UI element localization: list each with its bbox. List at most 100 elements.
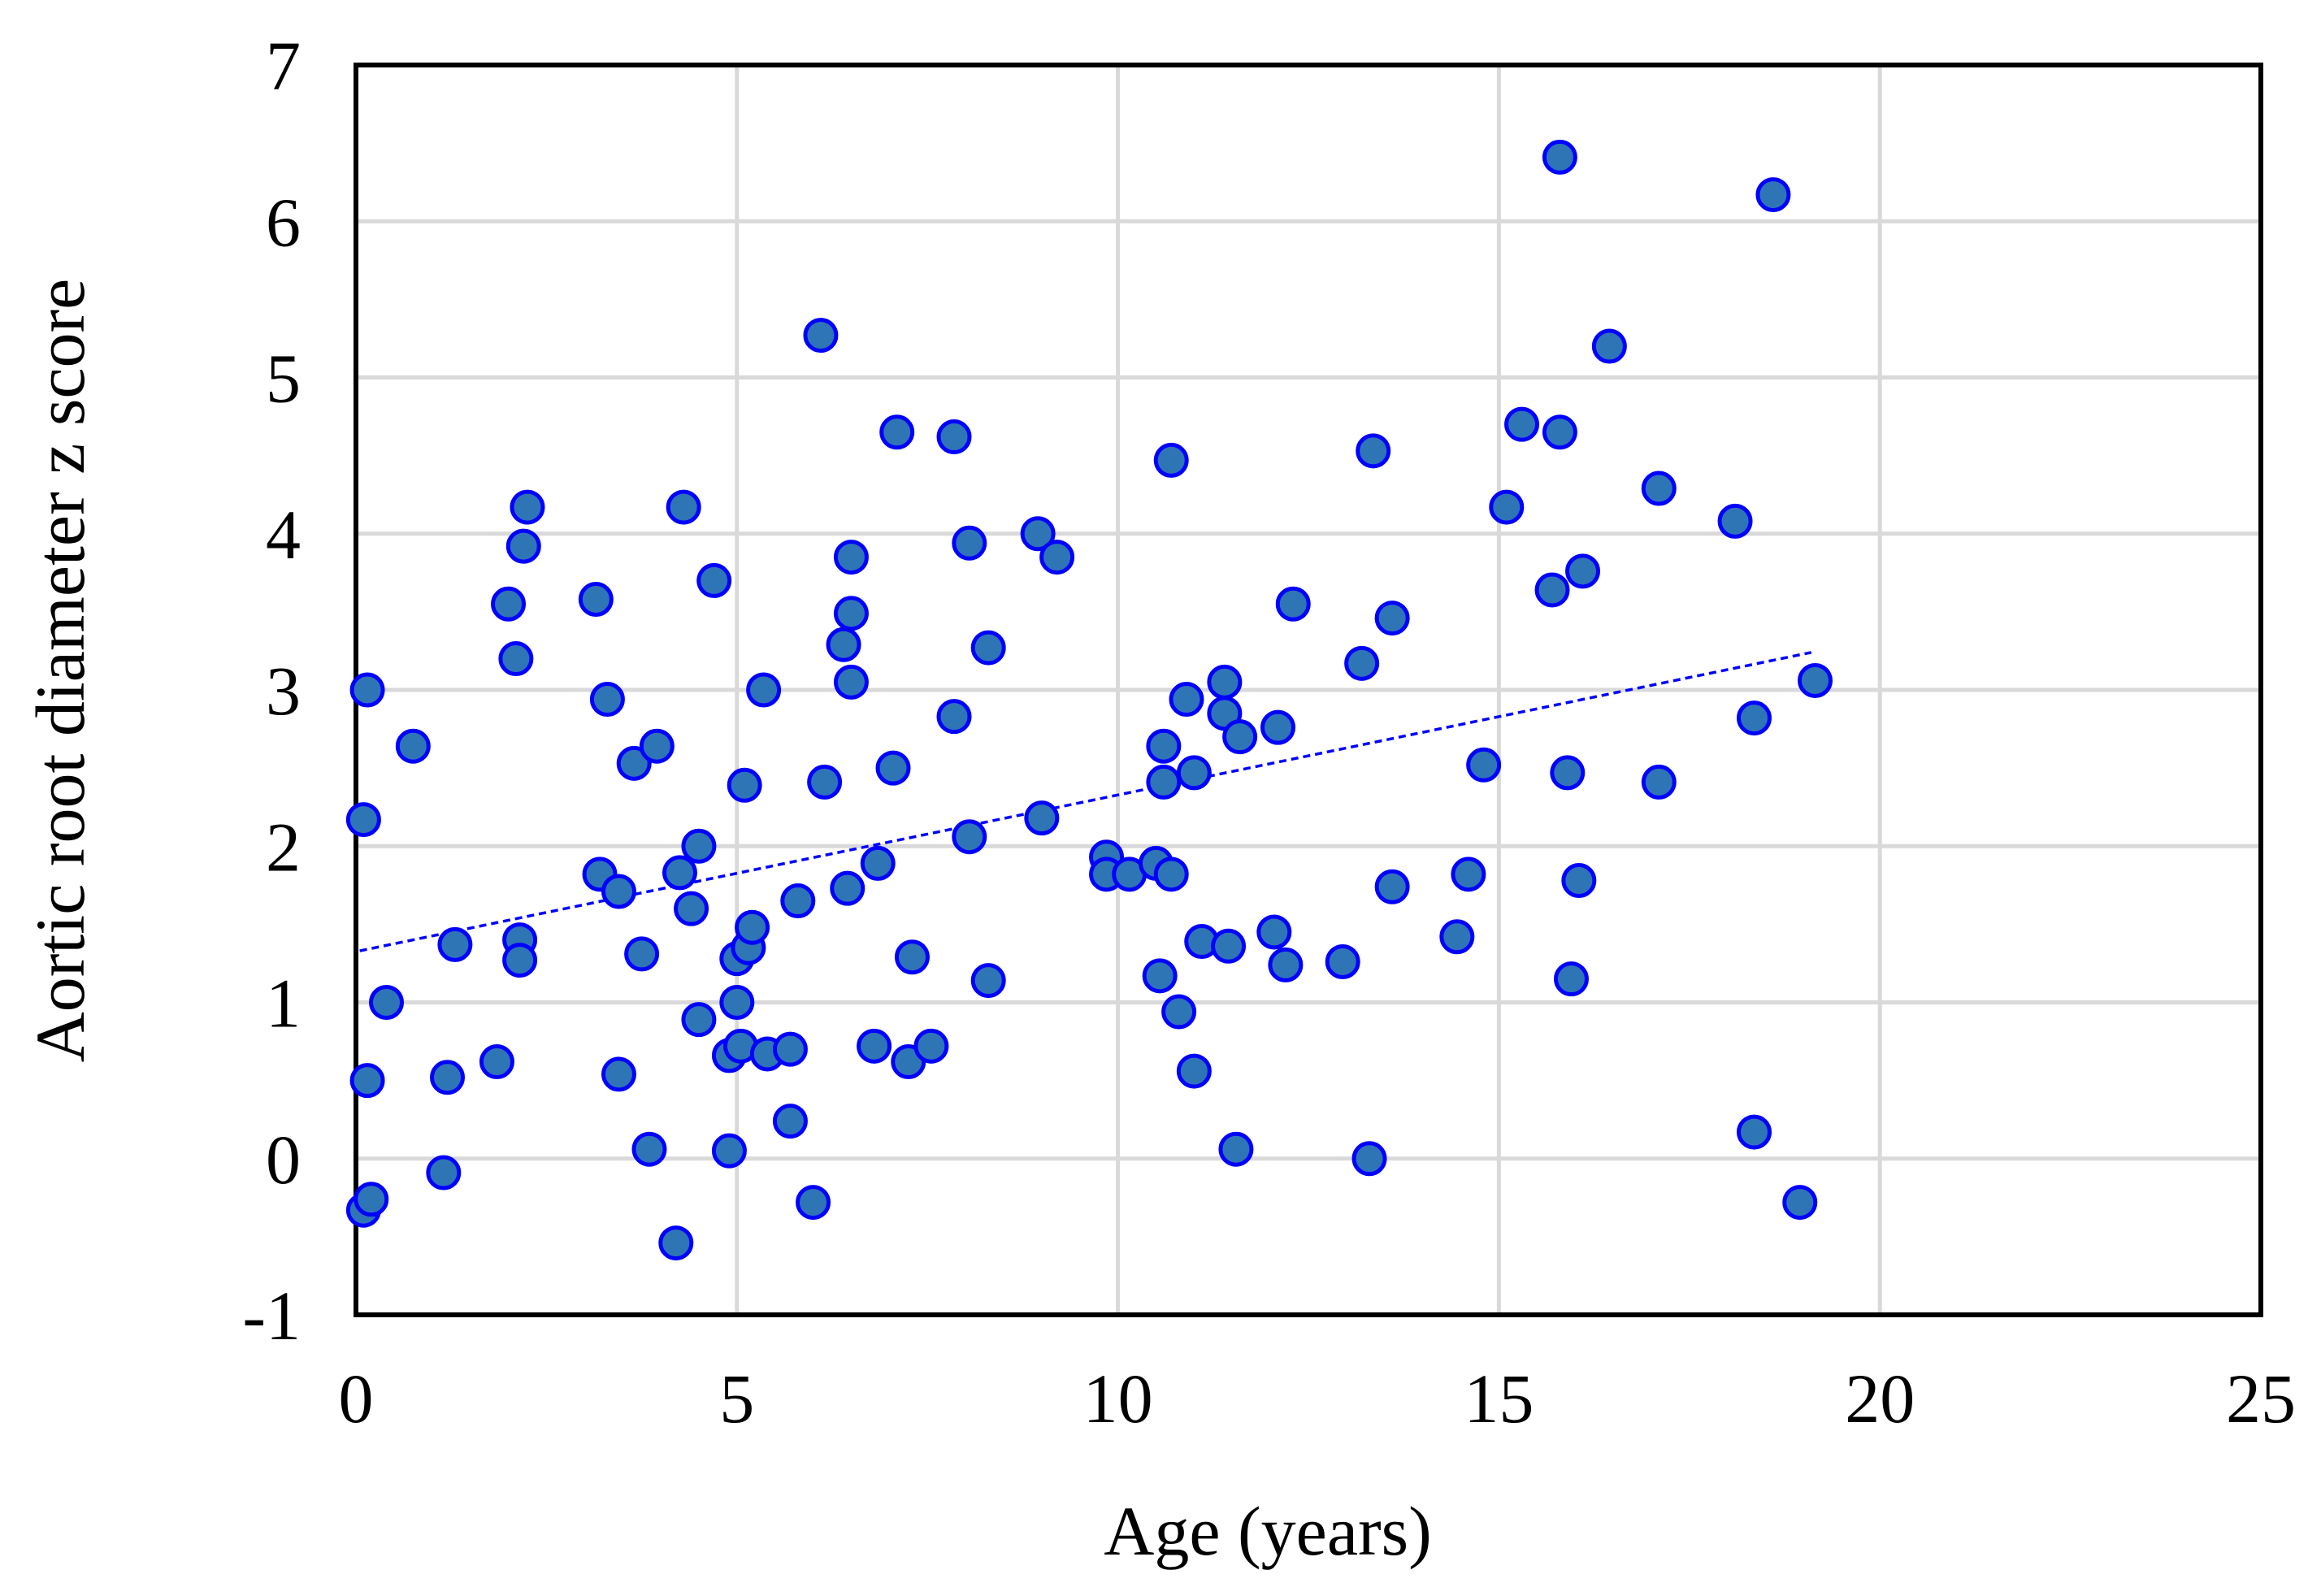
data-point bbox=[1024, 800, 1060, 836]
data-point bbox=[639, 728, 675, 764]
data-point bbox=[437, 926, 473, 962]
data-point bbox=[369, 985, 405, 1020]
data-point bbox=[681, 828, 717, 864]
data-point bbox=[826, 627, 861, 662]
data-point bbox=[1542, 414, 1577, 450]
data-point bbox=[601, 1056, 636, 1092]
data-point bbox=[1207, 664, 1243, 700]
data-point bbox=[830, 870, 866, 906]
data-point bbox=[505, 528, 541, 564]
data-point bbox=[498, 641, 534, 677]
data-point bbox=[936, 699, 972, 735]
data-point bbox=[616, 745, 652, 781]
data-point bbox=[735, 909, 770, 945]
data-point bbox=[772, 1104, 808, 1139]
data-point bbox=[879, 414, 915, 450]
data-point bbox=[589, 682, 625, 718]
data-point bbox=[1268, 947, 1304, 982]
data-point bbox=[1218, 1131, 1254, 1167]
trendline bbox=[359, 651, 1812, 952]
data-point bbox=[349, 1063, 385, 1099]
data-point bbox=[1176, 1053, 1212, 1089]
data-point bbox=[1260, 709, 1295, 745]
y-tick-label: 5 bbox=[266, 340, 301, 418]
data-point bbox=[1275, 586, 1311, 622]
data-points bbox=[345, 139, 1833, 1261]
data-point bbox=[1374, 869, 1410, 904]
data-point bbox=[1591, 328, 1627, 364]
data-point bbox=[796, 1185, 831, 1221]
data-point bbox=[875, 750, 911, 786]
data-point bbox=[952, 819, 987, 855]
data-point bbox=[1542, 139, 1577, 175]
data-point bbox=[833, 596, 869, 631]
data-point bbox=[894, 939, 930, 975]
data-point bbox=[719, 985, 755, 1020]
data-point bbox=[727, 767, 762, 803]
x-tick-label: 0 bbox=[339, 1360, 374, 1438]
x-axis-title: Age (years) bbox=[1104, 1492, 1432, 1570]
data-point bbox=[1374, 601, 1410, 636]
data-point bbox=[345, 802, 381, 838]
data-point bbox=[857, 1028, 892, 1064]
data-point bbox=[746, 672, 782, 708]
y-tick-label: 7 bbox=[266, 27, 301, 105]
data-point bbox=[1736, 1114, 1772, 1150]
data-point bbox=[780, 883, 816, 919]
data-point bbox=[711, 1133, 747, 1169]
data-point bbox=[510, 489, 545, 525]
y-tick-label: 6 bbox=[266, 183, 301, 261]
data-point bbox=[631, 1131, 667, 1167]
x-tick-label: 10 bbox=[1083, 1360, 1153, 1438]
y-tick-label: 3 bbox=[266, 652, 301, 730]
data-point bbox=[696, 562, 732, 598]
y-tick-label: 0 bbox=[266, 1121, 301, 1199]
data-point bbox=[1736, 700, 1772, 736]
x-tick-label: 15 bbox=[1464, 1360, 1534, 1438]
x-tick-label: 25 bbox=[2226, 1360, 2296, 1438]
data-point bbox=[952, 525, 987, 561]
data-point bbox=[833, 540, 869, 575]
data-point bbox=[1222, 719, 1258, 755]
data-point bbox=[1325, 944, 1360, 980]
data-point bbox=[1211, 928, 1247, 964]
data-point bbox=[1717, 503, 1753, 539]
data-point bbox=[807, 764, 843, 800]
data-point bbox=[970, 963, 1006, 999]
data-point bbox=[1161, 994, 1197, 1030]
data-point bbox=[395, 728, 431, 764]
data-point bbox=[666, 489, 701, 525]
trendline-layer bbox=[359, 651, 1812, 952]
y-tick-label: 1 bbox=[266, 965, 301, 1043]
data-point bbox=[913, 1028, 949, 1064]
data-point bbox=[1020, 516, 1056, 552]
tick-labels: 0 5 10 15 20 25 -1 0 1 2 3 4 5 6 7 bbox=[242, 27, 2296, 1438]
data-point bbox=[970, 630, 1006, 666]
data-point bbox=[1565, 553, 1601, 589]
data-point bbox=[658, 1225, 694, 1261]
data-point bbox=[860, 845, 896, 881]
data-point bbox=[349, 672, 385, 708]
data-point bbox=[1755, 177, 1791, 213]
data-point bbox=[833, 664, 869, 700]
data-point bbox=[936, 419, 972, 455]
data-point bbox=[1153, 857, 1189, 892]
data-point bbox=[1169, 682, 1204, 718]
data-point bbox=[803, 318, 839, 353]
data-point bbox=[1489, 489, 1525, 525]
data-point bbox=[430, 1060, 466, 1095]
data-point bbox=[1039, 540, 1075, 575]
data-point bbox=[578, 581, 614, 617]
data-point bbox=[1534, 572, 1570, 608]
data-point bbox=[491, 586, 527, 622]
data-point bbox=[674, 891, 709, 926]
data-point bbox=[1176, 755, 1212, 791]
data-point bbox=[601, 874, 636, 909]
data-point bbox=[1146, 728, 1182, 764]
y-tick-label: 4 bbox=[266, 496, 301, 574]
data-point bbox=[1142, 958, 1178, 994]
x-tick-label: 20 bbox=[1845, 1360, 1915, 1438]
y-tick-label: -1 bbox=[242, 1277, 301, 1355]
